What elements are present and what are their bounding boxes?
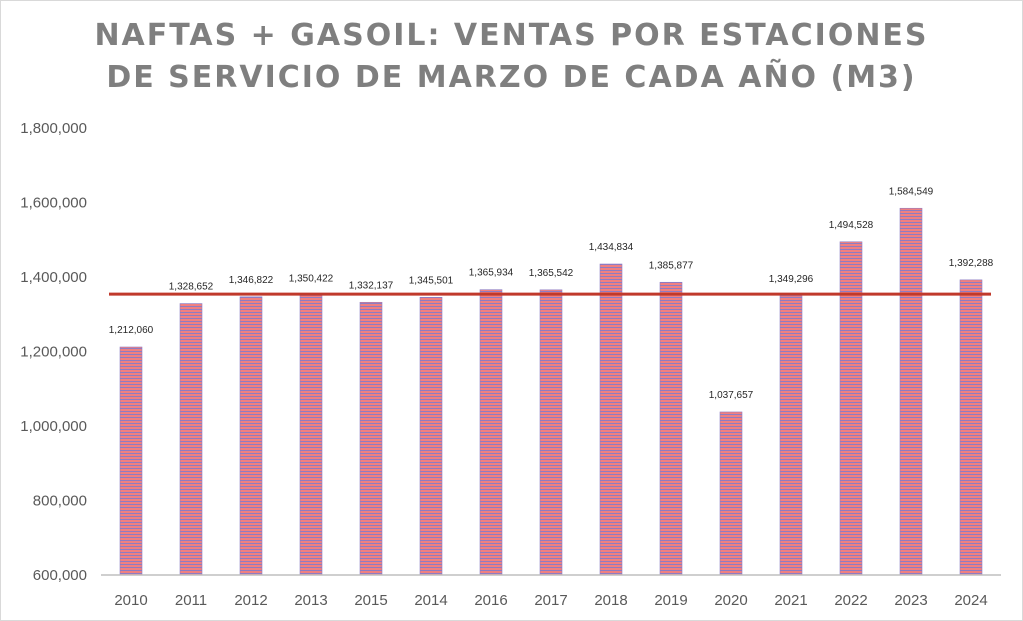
y-tick-label: 1,600,000 <box>20 195 87 212</box>
bar <box>119 346 143 576</box>
y-tick-label: 1,000,000 <box>20 418 87 435</box>
bar <box>899 207 923 576</box>
data-label: 1,037,657 <box>709 390 754 401</box>
data-label: 1,328,652 <box>169 282 214 293</box>
data-label: 1,494,528 <box>829 220 874 231</box>
bar <box>479 289 503 576</box>
bar <box>539 289 563 576</box>
x-tick-label: 2015 <box>354 592 387 609</box>
bar <box>659 281 683 576</box>
x-tick-label: 2010 <box>114 592 147 609</box>
data-label: 1,332,137 <box>349 280 394 291</box>
data-label: 1,350,422 <box>289 273 334 284</box>
data-label: 1,349,296 <box>769 274 814 285</box>
data-label: 1,365,542 <box>529 268 574 279</box>
data-label: 1,584,549 <box>889 186 934 197</box>
y-tick-label: 1,400,000 <box>20 269 87 286</box>
x-tick-label: 2012 <box>234 592 267 609</box>
bar <box>419 297 443 576</box>
x-tick-label: 2020 <box>714 592 747 609</box>
bar <box>719 411 743 576</box>
x-tick-label: 2017 <box>534 592 567 609</box>
bar <box>239 296 263 576</box>
data-label: 1,385,877 <box>649 260 694 271</box>
x-tick-label: 2014 <box>414 592 447 609</box>
bar <box>299 295 323 576</box>
y-tick-label: 600,000 <box>33 567 87 584</box>
bar <box>359 301 383 576</box>
bar <box>179 303 203 576</box>
x-tick-label: 2019 <box>654 592 687 609</box>
x-tick-label: 2023 <box>894 592 927 609</box>
bars <box>119 207 983 576</box>
x-tick-label: 2013 <box>294 592 327 609</box>
x-tick-label: 2022 <box>834 592 867 609</box>
data-label: 1,212,060 <box>109 325 154 336</box>
x-tick-label: 2011 <box>175 592 207 609</box>
chart-title: NAFTAS + GASOIL: VENTAS POR ESTACIONES D… <box>1 15 1022 99</box>
y-tick-label: 1,200,000 <box>20 344 87 361</box>
data-labels: 1,212,060 1,328,652 1,346,822 1,350,422 1,33… <box>109 186 994 401</box>
y-tick-label: 1,800,000 <box>20 120 87 137</box>
bar <box>779 295 803 576</box>
x-tick-label: 2024 <box>954 592 987 609</box>
x-tick-label: 2016 <box>474 592 507 609</box>
bar <box>839 241 863 576</box>
x-tick-label: 2018 <box>594 592 627 609</box>
data-label: 1,365,934 <box>469 268 514 279</box>
bar <box>599 263 623 576</box>
bar <box>959 279 983 576</box>
data-label: 1,434,834 <box>589 242 634 253</box>
data-label: 1,346,822 <box>229 275 274 286</box>
x-axis: 2010 2011 2012 2013 2015 2014 2016 2017 2018 2019… <box>101 574 1001 609</box>
x-tick-label: 2021 <box>774 592 807 609</box>
y-tick-label: 800,000 <box>33 493 87 510</box>
data-label: 1,345,501 <box>409 275 454 286</box>
y-axis: 600,000 800,000 1,000,000 1,200,000 1,400,00… <box>20 120 87 584</box>
chart-title-line-1: NAFTAS + GASOIL: VENTAS POR ESTACIONES <box>94 18 929 53</box>
chart-title-line-2: DE SERVICIO DE MARZO DE CADA AÑO (M3) <box>106 60 917 95</box>
data-label: 1,392,288 <box>949 258 994 269</box>
